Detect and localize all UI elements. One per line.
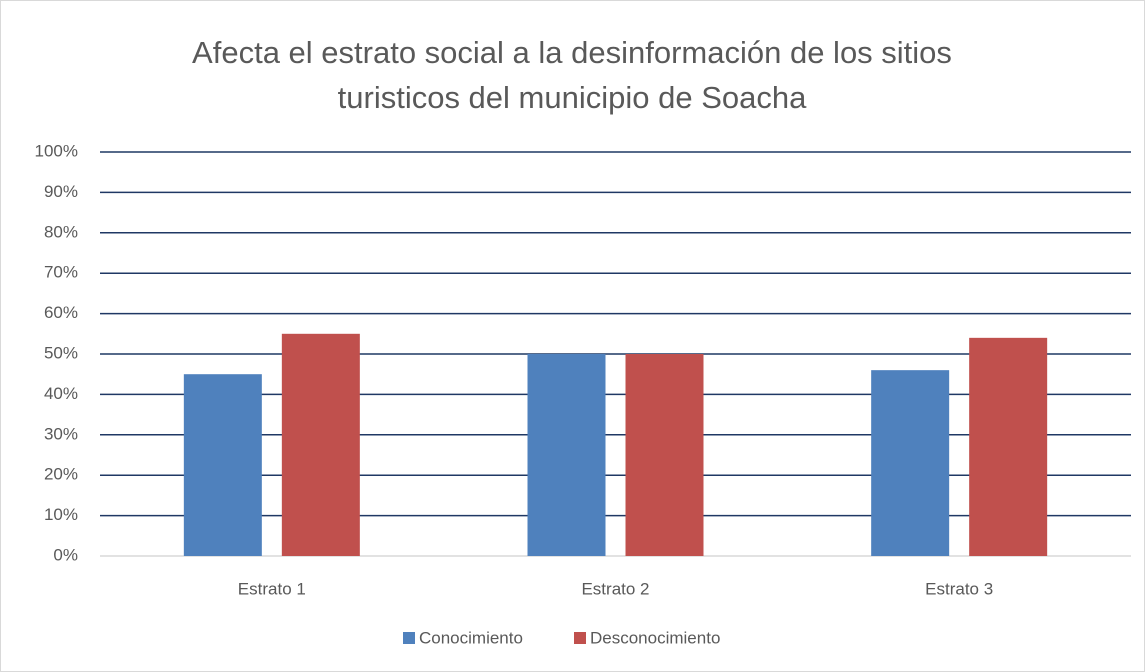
bar (625, 354, 704, 556)
y-tick-label: 40% (44, 384, 78, 403)
y-tick-label: 10% (44, 505, 78, 524)
bar (183, 374, 262, 556)
bar (281, 333, 360, 556)
y-tick-label: 60% (44, 303, 78, 322)
y-tick-label: 100% (35, 141, 78, 160)
legend-label: Desconocimiento (590, 628, 720, 647)
legend-swatch (403, 632, 415, 644)
bar (871, 370, 950, 556)
y-tick-label: 90% (44, 182, 78, 201)
y-tick-label: 50% (44, 343, 78, 362)
y-tick-label: 80% (44, 222, 78, 241)
y-tick-label: 0% (53, 545, 78, 564)
x-tick-label: Estrato 1 (238, 579, 306, 598)
bar (969, 337, 1048, 556)
legend-swatch (574, 632, 586, 644)
y-tick-label: 20% (44, 465, 78, 484)
chart-title: Afecta el estrato social a la desinforma… (192, 35, 952, 115)
y-tick-label: 70% (44, 263, 78, 282)
legend-label: Conocimiento (419, 628, 523, 647)
x-tick-label: Estrato 2 (581, 579, 649, 598)
bar (527, 354, 606, 556)
y-tick-label: 30% (44, 424, 78, 443)
x-tick-label: Estrato 3 (925, 579, 993, 598)
